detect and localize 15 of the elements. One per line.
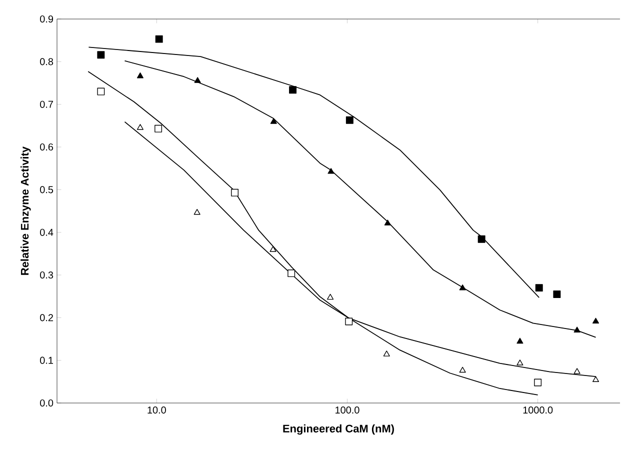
- y-tick-label: 0.3: [40, 271, 54, 279]
- y-tick-label: 0.1: [40, 356, 54, 364]
- x-tick-label: 10.0: [148, 406, 166, 414]
- y-tick-label: 0.8: [40, 58, 54, 66]
- x-tick-label: 100.0: [336, 406, 360, 414]
- y-tick-label: 0.5: [40, 186, 54, 194]
- y-tick-label: 0.0: [40, 399, 54, 407]
- x-tick-label: 1000.0: [523, 406, 553, 414]
- y-tick-label: 0.6: [40, 143, 54, 151]
- x-axis-title: Engineered CaM (nM): [283, 424, 394, 435]
- y-tick-label: 0.2: [40, 314, 53, 322]
- y-tick-label: 0.4: [40, 228, 54, 236]
- y-tick-label: 0.7: [40, 100, 53, 108]
- y-axis-title: Relative Enzyme Activity: [20, 146, 31, 275]
- y-tick-label: 0.9: [40, 15, 54, 23]
